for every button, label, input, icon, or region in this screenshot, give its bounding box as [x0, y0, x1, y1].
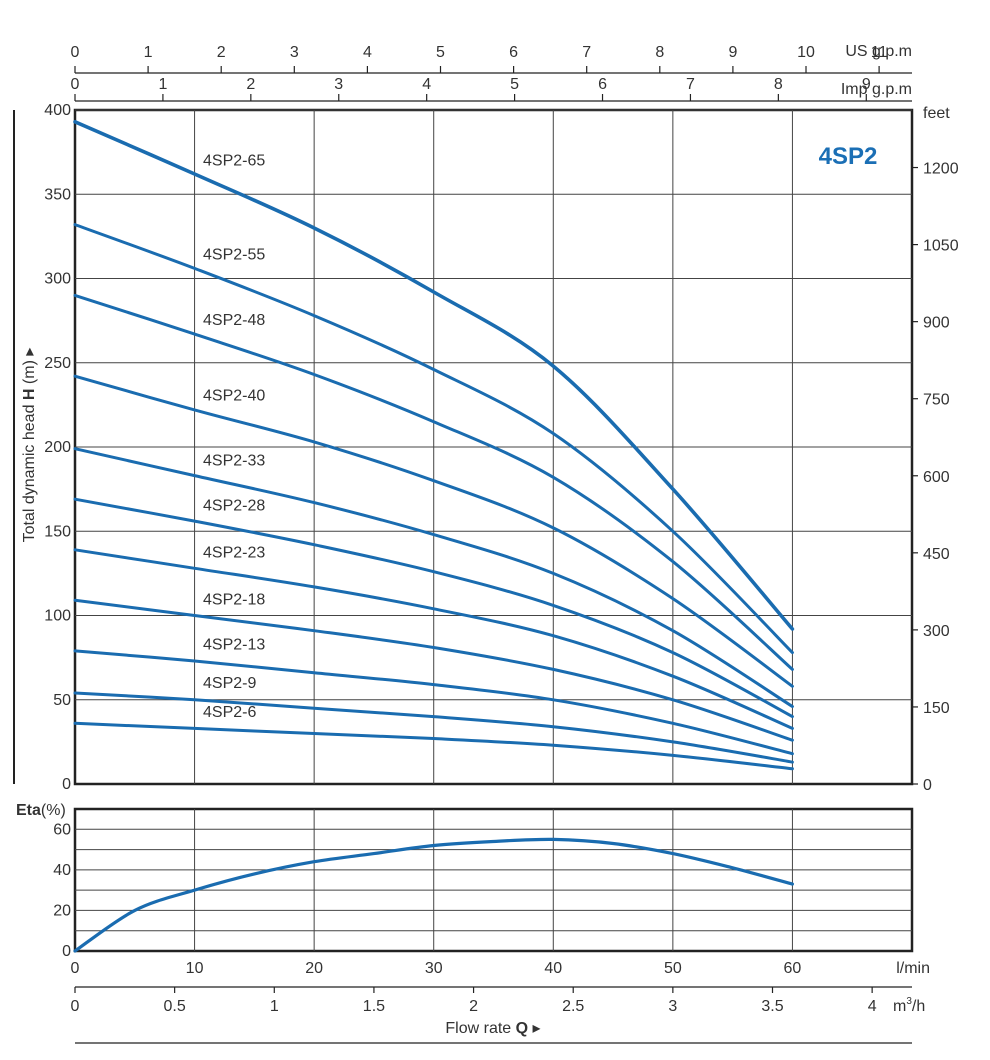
grid-lines: [75, 109, 912, 951]
m3h-tick-label: 4: [868, 998, 877, 1015]
head-curve: [73, 691, 794, 764]
imp-gpm-label: Imp g.p.m: [841, 81, 912, 98]
imp-gpm-tick-label: 8: [774, 76, 783, 93]
head-tick-label: 300: [44, 271, 71, 288]
eta-tick-label: 20: [53, 902, 71, 919]
feet-tick-label: 600: [923, 469, 950, 486]
m3h-tick-label: 0.5: [164, 998, 186, 1015]
feet-tick-label: 750: [923, 392, 950, 409]
head-tick-label: 100: [44, 608, 71, 625]
head-tick-label: 400: [44, 102, 71, 119]
feet-tick-label: 450: [923, 546, 950, 563]
feet-tick-label: 0: [923, 777, 932, 794]
us-gpm-tick-label: 2: [217, 44, 226, 61]
imp-gpm-tick-label: 2: [246, 76, 255, 93]
series-label: 4SP2-40: [203, 387, 265, 404]
head-tick-label: 0: [62, 776, 71, 793]
m3h-tick-label: 2.5: [562, 998, 584, 1015]
eta-tick-label: 60: [53, 821, 71, 838]
imp-gpm-tick-label: 3: [334, 76, 343, 93]
m3h-tick-label: 3.5: [761, 998, 783, 1015]
us-gpm-tick-label: 3: [290, 44, 299, 61]
feet-tick-label: 900: [923, 315, 950, 332]
head-curve: [73, 497, 794, 719]
us-gpm-tick-label: 5: [436, 44, 445, 61]
us-gpm-tick-label: 7: [582, 44, 591, 61]
imp-gpm-tick-label: 1: [158, 76, 167, 93]
head-curve: [73, 374, 794, 688]
feet-tick-label: 300: [923, 623, 950, 640]
series-label: 4SP2-55: [203, 246, 265, 263]
series-label: 4SP2-6: [203, 704, 256, 721]
head-curve: [73, 223, 794, 655]
m3h-tick-label: 2: [469, 998, 478, 1015]
series-label: 4SP2-13: [203, 637, 265, 654]
lmin-tick-label: 60: [784, 960, 802, 977]
m3h-tick-label: 0: [71, 998, 80, 1015]
feet-tick-label: 1200: [923, 161, 959, 178]
lmin-label: l/min: [896, 960, 930, 977]
head-curve: [73, 598, 794, 742]
m3h-tick-label: 1: [270, 998, 279, 1015]
head-tick-label: 200: [44, 439, 71, 456]
head-curve: [73, 721, 794, 771]
eta-tick-label: 0: [62, 943, 71, 960]
y-axis-title: Total dynamic head H (m) ▸: [21, 348, 38, 543]
us-gpm-tick-label: 6: [509, 44, 518, 61]
chart-frames: [13, 66, 918, 1044]
imp-gpm-tick-label: 9: [862, 76, 871, 93]
head-curve: [73, 447, 794, 708]
m3h-label: m3/h: [893, 996, 925, 1015]
model-label: 4SP2: [819, 143, 878, 170]
m3h-tick-label: 3: [668, 998, 677, 1015]
flow-rate-label: Flow rate Q ▸: [445, 1020, 540, 1037]
imp-gpm-tick-label: 5: [510, 76, 519, 93]
head-tick-label: 350: [44, 186, 71, 203]
us-gpm-tick-label: 1: [144, 44, 153, 61]
series-label: 4SP2-33: [203, 453, 265, 470]
feet-tick-label: 150: [923, 700, 950, 717]
series-label: 4SP2-18: [203, 592, 265, 609]
eta-axis-title: Eta(%): [16, 802, 66, 819]
head-curve: [73, 649, 794, 756]
feet-tick-label: 1050: [923, 238, 959, 255]
imp-gpm-tick-label: 0: [71, 76, 80, 93]
us-gpm-tick-label: 4: [363, 44, 372, 61]
lmin-tick-label: 0: [71, 960, 80, 977]
lmin-tick-label: 10: [186, 960, 204, 977]
head-tick-label: 250: [44, 355, 71, 372]
eta-plot-frame: [73, 807, 914, 953]
eta-tick-label: 40: [53, 862, 71, 879]
series-label: 4SP2-48: [203, 312, 265, 329]
head-tick-label: 50: [53, 692, 71, 709]
lmin-tick-label: 50: [664, 960, 682, 977]
efficiency-curve: [73, 837, 794, 953]
lmin-tick-label: 30: [425, 960, 443, 977]
curves: [73, 120, 795, 953]
head-curve: [73, 120, 795, 631]
us-gpm-tick-label: 9: [728, 44, 737, 61]
series-label: 4SP2-9: [203, 675, 256, 692]
head-curve: [73, 293, 794, 671]
imp-gpm-tick-label: 6: [598, 76, 607, 93]
head-curve: [73, 548, 794, 730]
us-gpm-tick-label: 8: [655, 44, 664, 61]
feet-label: feet: [923, 105, 950, 122]
lmin-tick-label: 40: [544, 960, 562, 977]
us-gpm-tick-label: 10: [797, 44, 815, 61]
axis-labels: 0 1 2 3 4 5 6 7 8 9 10 110 1 2 3 4 5 6 7 8 90501001502002503…: [44, 44, 958, 1015]
m3h-tick-label: 1.5: [363, 998, 385, 1015]
us-gpm-tick-label: 11: [871, 44, 888, 61]
lmin-tick-label: 20: [305, 960, 323, 977]
series-label: 4SP2-28: [203, 498, 265, 515]
series-label: 4SP2-65: [203, 153, 265, 170]
us-gpm-label: US g.p.m: [845, 43, 912, 60]
series-label: 4SP2-23: [203, 545, 265, 562]
head-tick-label: 150: [44, 523, 71, 540]
us-gpm-tick-label: 0: [71, 44, 80, 61]
imp-gpm-tick-label: 4: [422, 76, 431, 93]
imp-gpm-tick-label: 7: [686, 76, 695, 93]
